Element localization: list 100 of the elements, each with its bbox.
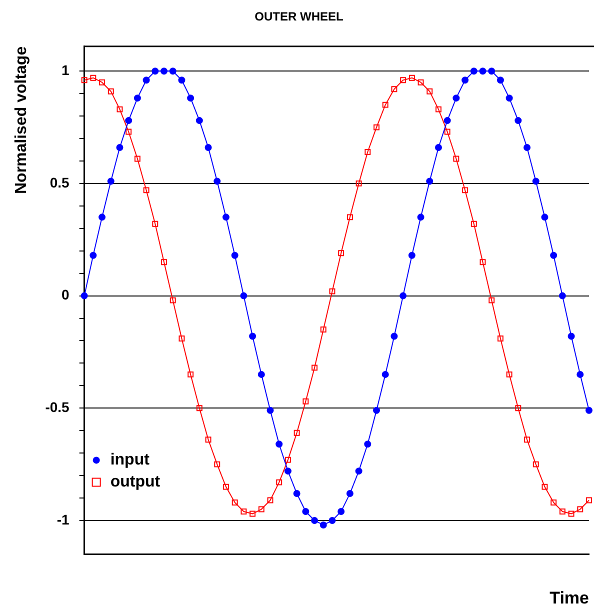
point [470,220,477,227]
point [223,484,229,490]
point [444,117,451,124]
point [143,187,150,194]
y-axis-title: Normalised voltage [13,46,30,194]
point [178,336,185,342]
point [355,468,362,475]
point [312,364,318,371]
point [134,156,140,162]
point [550,500,557,506]
point [108,88,114,94]
point [249,332,256,340]
point [294,430,300,436]
point [586,497,592,504]
point [328,516,336,524]
point [267,497,274,504]
point [204,144,212,152]
point [356,180,362,186]
point [187,94,194,102]
point [364,440,372,448]
point [311,516,318,524]
point [515,405,522,412]
point [231,252,238,259]
legend-label: input [110,452,150,469]
point [188,371,194,378]
point [514,117,522,124]
point [98,214,106,221]
point [382,102,388,108]
point [434,144,442,152]
point [90,252,97,259]
point [258,506,264,512]
y-tick-label: 0.5 [50,174,70,190]
point [126,128,132,135]
point [152,220,158,227]
point [400,292,407,300]
point [170,297,176,304]
point [116,106,123,112]
point [107,178,114,185]
point [240,292,248,300]
point [284,456,291,463]
point [568,332,575,340]
point [373,406,380,414]
point [222,214,230,221]
point [81,77,88,84]
legend-label: output [110,474,161,491]
point [391,86,398,92]
point [506,94,513,102]
point [116,144,124,152]
point [558,292,566,300]
point [338,250,344,256]
point [462,76,469,84]
point [99,79,106,86]
y-tick-label: 0 [62,286,70,303]
point [452,94,460,102]
point [542,484,548,490]
point [559,508,566,514]
point [214,178,221,185]
point [462,187,468,194]
point [479,68,486,75]
point [240,508,247,514]
point [125,117,132,124]
point [205,436,212,443]
point [453,156,460,162]
point [506,371,512,378]
point [178,76,186,84]
point [390,332,398,340]
point [134,94,141,102]
point [497,336,504,342]
point [408,252,416,259]
point [576,370,584,378]
point [541,214,548,221]
point [488,68,496,75]
point [160,68,168,75]
point [568,510,574,517]
point [161,259,167,266]
point [586,406,592,414]
point [550,252,558,259]
point [417,214,424,221]
point [400,77,406,84]
point [436,106,442,112]
point [320,326,326,332]
point [214,461,220,468]
chart-title: OUTER WHEEL [254,10,344,24]
point [382,370,389,378]
point [426,88,433,94]
point [364,149,371,155]
point [329,288,336,294]
point [470,68,478,75]
point [320,521,327,528]
point [480,259,486,266]
point [488,297,495,304]
y-tick-label: -0.5 [45,399,70,416]
point [266,406,274,414]
point [426,178,434,185]
point [302,398,309,404]
point [346,490,354,498]
point [284,468,292,475]
point [276,479,282,486]
point [374,124,380,130]
point [196,405,202,412]
